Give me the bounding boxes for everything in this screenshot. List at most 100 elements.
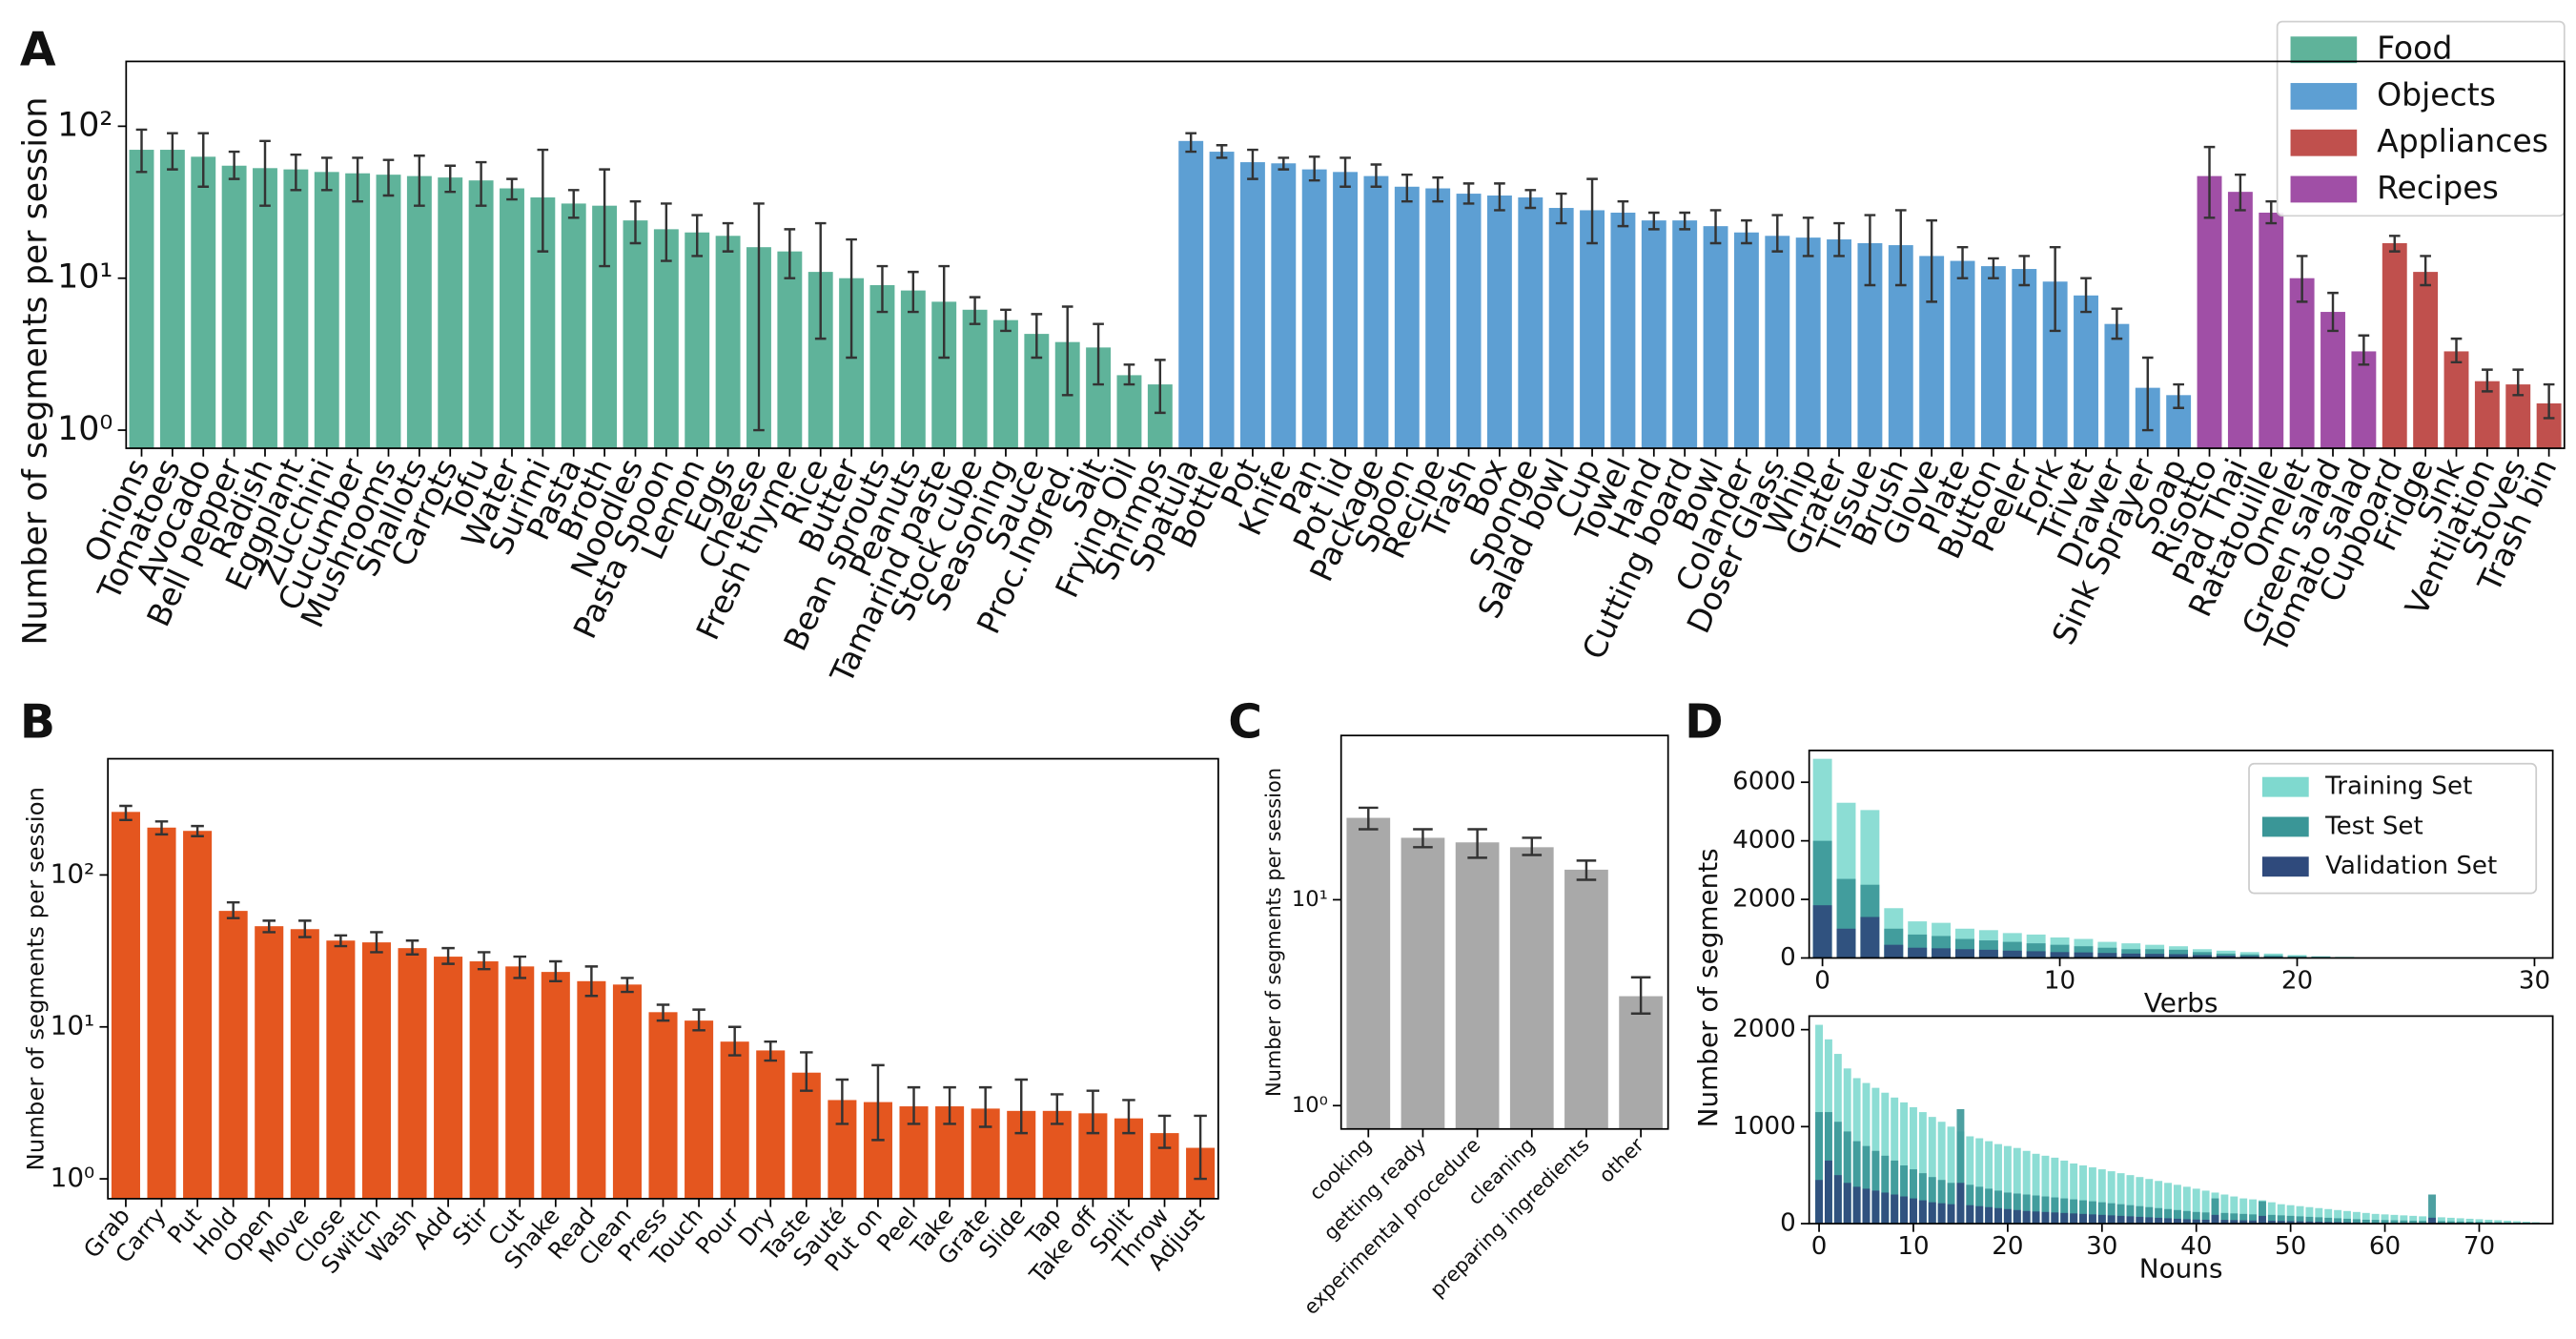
error-bar <box>784 228 796 279</box>
y-tick-label: 10² <box>51 857 95 889</box>
error-bar <box>621 977 634 994</box>
histogram-bar <box>1881 1155 1890 1225</box>
histogram-bar <box>2465 1221 2474 1225</box>
x-tick-label: 40 <box>2180 1232 2212 1261</box>
error-bar <box>800 1051 813 1092</box>
histogram-bar <box>2267 1220 2276 1225</box>
histogram-bar <box>2390 1214 2399 1225</box>
axes-frame <box>125 60 2566 449</box>
histogram-bar <box>1966 1205 1974 1225</box>
bar <box>2351 351 2377 449</box>
bar <box>1400 837 1445 1129</box>
histogram-bar <box>2400 1220 2408 1225</box>
error-bar <box>1308 155 1320 182</box>
bar <box>255 926 284 1199</box>
y-tick-label: 10¹ <box>57 258 112 297</box>
bar <box>406 175 432 449</box>
histogram-bar <box>2201 1212 2210 1225</box>
y-tick-label: 10¹ <box>1292 887 1328 912</box>
error-bar <box>537 148 549 253</box>
error-bar <box>298 919 312 938</box>
histogram-bar <box>2169 954 2188 958</box>
histogram-bar <box>1975 1138 1984 1225</box>
histogram-bar <box>1955 949 1974 958</box>
error-bar <box>1709 209 1722 245</box>
histogram-bar <box>2155 1217 2163 1225</box>
bar <box>1703 226 1728 449</box>
error-bar <box>2450 337 2463 364</box>
bar <box>218 911 248 1199</box>
histogram-bar <box>2305 1216 2314 1225</box>
histogram-bar <box>2041 1155 2050 1225</box>
error-bar <box>475 160 487 207</box>
bar <box>648 1012 678 1199</box>
bar <box>1394 186 1420 449</box>
histogram-bar <box>1833 1175 1842 1225</box>
histogram-bar <box>2003 1192 2012 1225</box>
legend-label: Training Set <box>2324 772 2472 801</box>
bar <box>398 948 427 1199</box>
bar <box>541 972 570 1199</box>
histogram-bar <box>2013 1147 2021 1225</box>
error-bar <box>1194 1114 1207 1181</box>
histogram-bar <box>1815 1180 1824 1225</box>
panel-label: B <box>20 696 55 750</box>
error-bar <box>1555 192 1567 225</box>
error-bar <box>1586 177 1598 245</box>
bar <box>993 319 1018 449</box>
error-bar <box>1051 1093 1064 1125</box>
histogram-bar <box>2097 1169 2106 1225</box>
error-bar <box>513 955 526 979</box>
bar <box>1116 375 1142 449</box>
error-bar <box>1122 1099 1135 1135</box>
histogram-bar <box>2371 1213 2380 1225</box>
bar <box>1580 210 1605 449</box>
histogram-bar <box>1966 1136 1974 1225</box>
histogram-bar <box>2201 1219 2210 1225</box>
histogram-bar <box>2079 1164 2087 1225</box>
error-bar <box>414 154 425 207</box>
error-bar <box>167 132 178 171</box>
histogram-bar <box>2032 1195 2040 1225</box>
error-bar <box>1216 144 1228 159</box>
histogram-bar <box>2136 1205 2144 1225</box>
bar <box>1733 232 1759 449</box>
histogram-bar <box>1815 1112 1824 1225</box>
bar <box>1610 212 1636 449</box>
y-axis-label: Number of segments per session <box>1262 768 1285 1097</box>
histogram-bar <box>2164 1183 2173 1225</box>
error-bar <box>405 939 419 956</box>
bar <box>326 940 356 1199</box>
error-bar <box>320 156 333 192</box>
error-bar <box>692 1008 705 1032</box>
histogram-bar <box>1947 1204 1955 1225</box>
error-bar <box>1802 216 1814 258</box>
error-bar <box>908 270 919 314</box>
histogram-bar <box>1852 1141 1861 1225</box>
y-tick-label: 0 <box>1780 943 1796 972</box>
histogram-bar <box>2026 951 2046 958</box>
legend-label: Recipes <box>2377 169 2499 206</box>
x-tick-label: 30 <box>2519 966 2550 995</box>
error-bar <box>1617 199 1629 228</box>
histogram-bar <box>2428 1217 2436 1225</box>
histogram-bar <box>2343 1210 2351 1225</box>
histogram-bar <box>1918 1173 1927 1225</box>
histogram-bar <box>1884 944 1904 958</box>
histogram-bar <box>2475 1222 2484 1225</box>
histogram-bar <box>1910 1169 1917 1225</box>
histogram-bar <box>2315 1207 2323 1225</box>
error-bar <box>2388 235 2401 253</box>
histogram-bar <box>2334 1218 2342 1225</box>
histogram-bar <box>2484 1219 2493 1225</box>
y-tick-label: 10⁰ <box>51 1162 95 1193</box>
histogram-bar <box>1975 1205 1984 1225</box>
y-axis-label: Number of segments <box>1692 848 1724 1127</box>
histogram-bar <box>2032 1153 2040 1225</box>
panel-label: A <box>20 24 56 77</box>
error-bar <box>228 150 240 180</box>
histogram-bar <box>1928 1117 1936 1225</box>
error-bar <box>2482 368 2493 393</box>
histogram-bar <box>2305 1221 2314 1225</box>
